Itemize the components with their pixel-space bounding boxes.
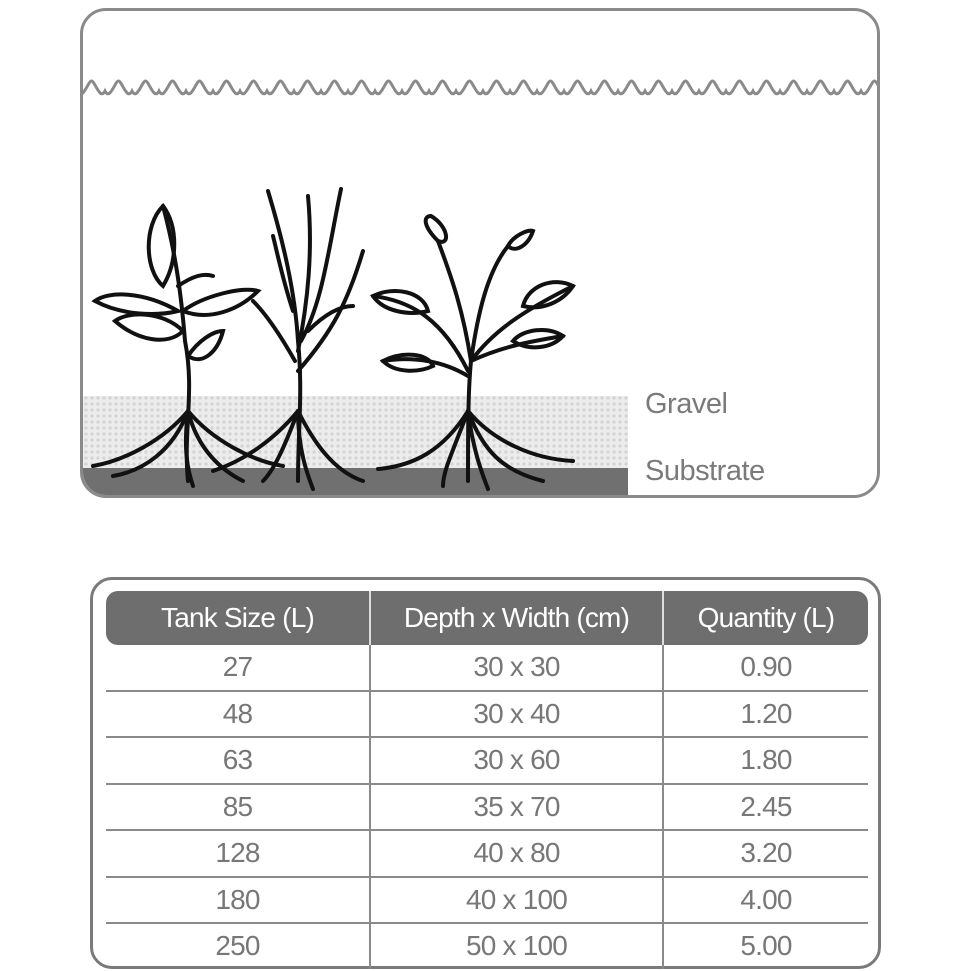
- cell-tank-size: 63: [106, 736, 370, 784]
- cell-depth-width: 40 x 80: [369, 829, 663, 877]
- aquarium-illustration: [83, 79, 877, 495]
- plant-right: [370, 213, 576, 491]
- table-row: 63 30 x 60 1.80: [106, 736, 868, 784]
- cell-tank-size: 250: [106, 922, 370, 969]
- table-row: 48 30 x 40 1.20: [106, 689, 868, 737]
- cell-quantity: 0.90: [662, 645, 868, 691]
- substrate-label: Substrate: [645, 455, 765, 487]
- table-row: 180 40 x 100 4.00: [106, 875, 868, 923]
- header-quantity: Quantity (L): [662, 591, 868, 645]
- cell-depth-width: 35 x 70: [369, 782, 663, 830]
- cell-tank-size: 48: [106, 689, 370, 737]
- cell-depth-width: 30 x 30: [369, 645, 663, 691]
- cell-quantity: 3.20: [662, 829, 868, 877]
- cell-quantity: 1.80: [662, 736, 868, 784]
- cell-quantity: 2.45: [662, 782, 868, 830]
- cell-depth-width: 30 x 60: [369, 736, 663, 784]
- cell-quantity: 4.00: [662, 875, 868, 923]
- plant-middle: [211, 187, 365, 491]
- gravel-label: Gravel: [645, 388, 728, 420]
- table-row: 250 50 x 100 5.00: [106, 922, 868, 969]
- cell-quantity: 5.00: [662, 922, 868, 969]
- header-depth-width: Depth x Width (cm): [369, 591, 663, 645]
- cell-depth-width: 30 x 40: [369, 689, 663, 737]
- table-row: 128 40 x 80 3.20: [106, 829, 868, 877]
- cell-tank-size: 27: [222, 651, 253, 683]
- quantity-table: Tank Size (L) Depth x Width (cm) Quantit…: [106, 591, 868, 969]
- substrate-layer: [83, 468, 628, 495]
- cell-tank-size: 180: [106, 875, 370, 923]
- cell-tank-size: 85: [106, 782, 370, 830]
- cell-depth-width: 50 x 100: [369, 922, 663, 969]
- cell-quantity: 1.20: [662, 689, 868, 737]
- cell-tank-size: 128: [106, 829, 370, 877]
- quantity-table-container: Tank Size (L) Depth x Width (cm) Quantit…: [90, 577, 881, 969]
- table-header-row: Tank Size (L) Depth x Width (cm) Quantit…: [106, 591, 868, 645]
- header-tank-size: Tank Size (L): [106, 591, 370, 645]
- table-row: 85 35 x 70 2.45: [106, 782, 868, 830]
- plant-left: [91, 202, 285, 488]
- aquarium-diagram: Gravel Substrate: [80, 8, 880, 498]
- water-surface-wave: [83, 79, 877, 96]
- cell-depth-width: 40 x 100: [369, 875, 663, 923]
- table-row: 27 30 x 30 0.90: [106, 645, 868, 691]
